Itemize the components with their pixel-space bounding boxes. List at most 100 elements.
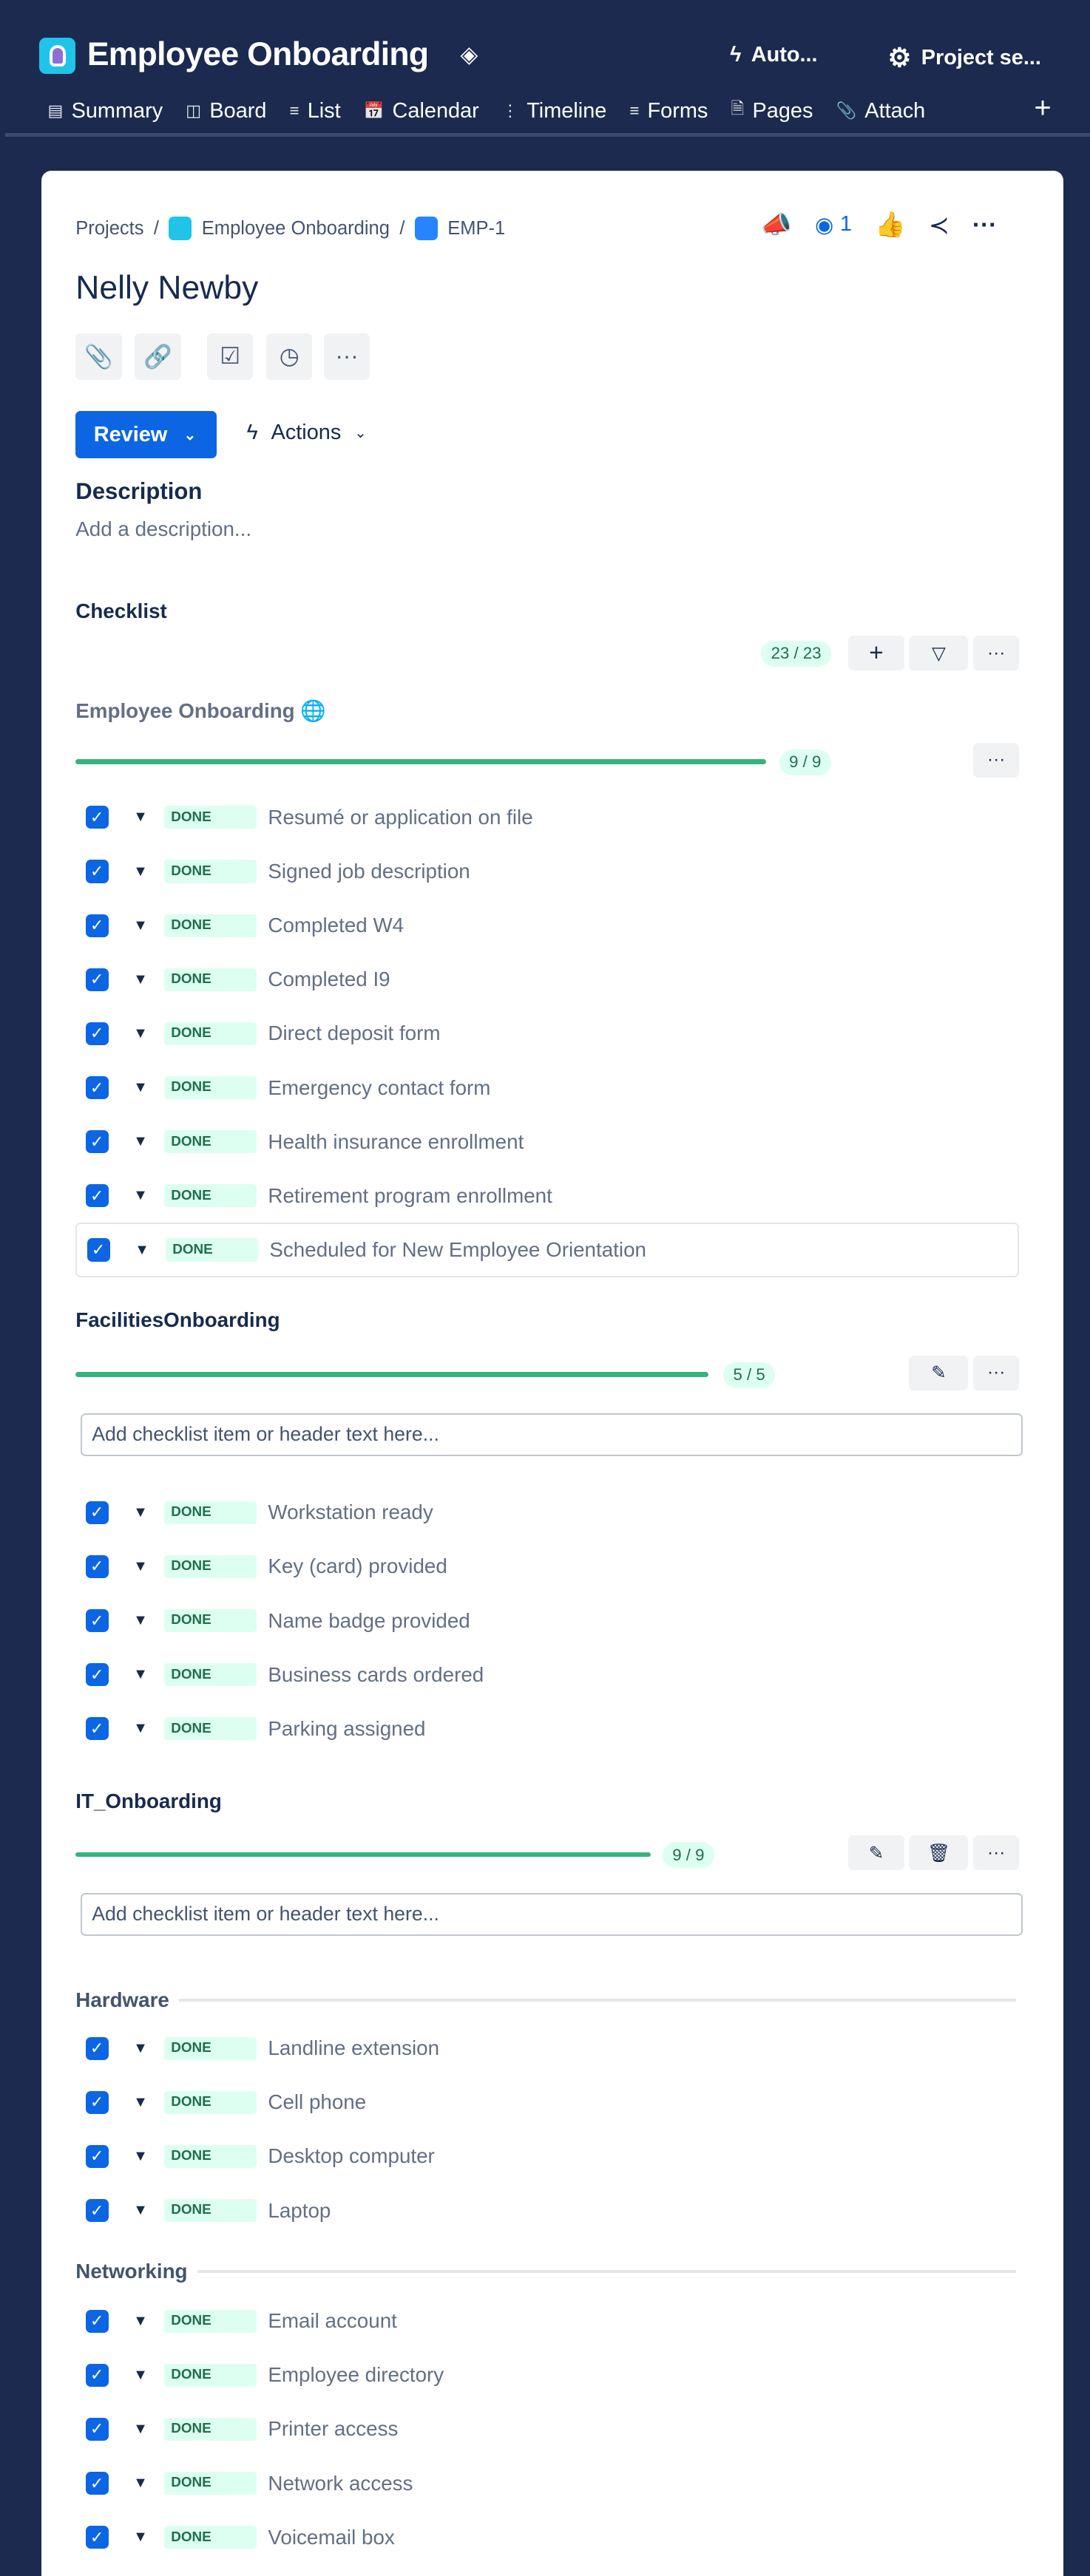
checklist-item[interactable]: ✓ ▼ DONE Retirement program enrollment <box>75 1169 1019 1223</box>
checklist-item[interactable]: ✓ ▼ DONE Resumé or application on file <box>75 790 1019 844</box>
status-badge[interactable]: DONE <box>164 2417 257 2441</box>
filter-button[interactable]: ▽ <box>909 636 969 671</box>
status-badge[interactable]: DONE <box>164 1501 257 1524</box>
checkbox[interactable]: ✓ <box>85 1501 109 1524</box>
add-checklist-item-input[interactable]: Add checklist item or header text here..… <box>80 1413 1023 1456</box>
item-text[interactable]: Business cards ordered <box>268 1662 484 1686</box>
like-icon[interactable]: 👍 <box>875 211 906 239</box>
watch-button[interactable]: ◉ 1 <box>814 212 853 238</box>
status-badge[interactable]: DONE <box>164 914 257 937</box>
chevron-down-icon[interactable]: ▼ <box>133 2475 148 2492</box>
checklist-item[interactable]: ✓ ▼ DONE Network access <box>75 2456 1019 2510</box>
checklist-item[interactable]: ✓ ▼ DONE Business cards ordered <box>75 1648 1019 1702</box>
checkbox[interactable]: ✓ <box>85 1076 109 1100</box>
group-more-button[interactable]: ··· <box>973 1835 1020 1870</box>
chevron-down-icon[interactable]: ▼ <box>133 1079 148 1096</box>
checklist-item[interactable]: ✓ ▼ DONE Scheduled for New Employee Orienta… <box>75 1223 1020 1277</box>
status-badge[interactable]: DONE <box>164 1609 257 1633</box>
checklist-item[interactable]: ✓ ▼ DONE Parking assigned <box>75 1702 1019 1756</box>
group-more-button[interactable]: ··· <box>973 742 1020 778</box>
chevron-down-icon[interactable]: ▼ <box>133 863 148 880</box>
status-button[interactable]: Review ⌄ <box>75 410 217 459</box>
paint-icon[interactable]: ◈ <box>460 41 478 67</box>
checkbox[interactable]: ✓ <box>85 914 109 937</box>
chevron-down-icon[interactable]: ▼ <box>133 1187 148 1204</box>
checkbox[interactable]: ✓ <box>85 1609 109 1633</box>
item-text[interactable]: Direct deposit form <box>268 1022 441 1045</box>
item-text[interactable]: Network access <box>268 2471 413 2495</box>
checklist-item[interactable]: ✓ ▼ DONE Email account <box>75 2294 1019 2348</box>
chevron-down-icon[interactable]: ▼ <box>133 2312 148 2329</box>
status-badge[interactable]: DONE <box>166 1238 258 1262</box>
status-badge[interactable]: DONE <box>164 1554 257 1579</box>
item-text[interactable]: Workstation ready <box>268 1501 433 1524</box>
chevron-down-icon[interactable]: ▼ <box>133 1720 148 1737</box>
add-tab-button[interactable]: + <box>1034 92 1052 125</box>
item-text[interactable]: Voicemail box <box>268 2525 395 2549</box>
project-settings-button[interactable]: ⚙ Project se... <box>887 42 1041 72</box>
chevron-down-icon[interactable]: ▼ <box>133 2420 148 2437</box>
breadcrumb-projects[interactable]: Projects <box>75 217 144 239</box>
tab-timeline[interactable]: ⋮ Timeline <box>501 98 607 123</box>
chevron-down-icon[interactable]: ▼ <box>133 2147 148 2164</box>
checklist-item[interactable]: ✓ ▼ DONE Laptop <box>75 2184 1019 2237</box>
share-icon[interactable]: ≺ <box>928 211 949 239</box>
item-text[interactable]: Emergency contact form <box>268 1075 491 1099</box>
checklist-item[interactable]: ✓ ▼ DONE Emergency contact form <box>75 1061 1019 1115</box>
item-text[interactable]: Desktop computer <box>268 2144 435 2168</box>
chevron-down-icon[interactable]: ▼ <box>133 1503 148 1520</box>
checkbox[interactable]: ✓ <box>85 806 109 829</box>
status-badge[interactable]: DONE <box>164 2309 257 2333</box>
more-icon[interactable]: ··· <box>972 211 998 239</box>
checklist-item[interactable]: ✓ ▼ DONE Voicemail box <box>75 2510 1019 2564</box>
status-badge[interactable]: DONE <box>164 2090 257 2114</box>
item-text[interactable]: Employee directory <box>268 2363 444 2387</box>
tab-summary[interactable]: ▤ Summary <box>47 98 163 123</box>
breadcrumb-project[interactable]: Employee Onboarding <box>201 217 390 239</box>
chevron-down-icon[interactable]: ▼ <box>133 1557 148 1574</box>
edit-group-button[interactable]: ✎ <box>909 1356 969 1390</box>
checkbox[interactable]: ✓ <box>85 2309 109 2333</box>
chevron-down-icon[interactable]: ▼ <box>133 809 148 826</box>
status-badge[interactable]: DONE <box>164 2472 257 2495</box>
checkbox[interactable]: ✓ <box>85 1663 109 1687</box>
item-text[interactable]: Completed W4 <box>268 914 404 937</box>
status-badge[interactable]: DONE <box>164 1184 257 1208</box>
chevron-down-icon[interactable]: ▼ <box>133 1024 148 1041</box>
item-text[interactable]: Resumé or application on file <box>268 805 533 829</box>
item-text[interactable]: Email account <box>268 2309 397 2333</box>
item-text[interactable]: Health insurance enrollment <box>268 1129 524 1153</box>
item-text[interactable]: Completed I9 <box>268 968 390 991</box>
checklist-more-button[interactable]: ··· <box>973 636 1020 671</box>
chevron-down-icon[interactable]: ▼ <box>133 2529 148 2546</box>
add-checklist-item-input[interactable]: Add checklist item or header text here..… <box>80 1893 1023 1936</box>
checklist-item[interactable]: ✓ ▼ DONE Cell phone <box>75 2076 1019 2130</box>
tab-attach[interactable]: 📎 Attach <box>836 98 926 123</box>
actions-button[interactable]: ϟ Actions ⌄ <box>246 421 367 445</box>
checklist-item[interactable]: ✓ ▼ DONE Completed W4 <box>75 899 1019 953</box>
chevron-down-icon[interactable]: ▼ <box>133 1612 148 1629</box>
checkbox[interactable]: ✓ <box>85 968 109 991</box>
status-badge[interactable]: DONE <box>164 2526 257 2549</box>
add-item-button[interactable]: + <box>848 636 904 671</box>
checkbox[interactable]: ✓ <box>85 1022 109 1046</box>
checkbox[interactable]: ✓ <box>85 2363 109 2387</box>
checkbox[interactable]: ✓ <box>85 860 109 883</box>
issue-title[interactable]: Nelly Newby <box>75 269 259 306</box>
more-tools-button[interactable]: ··· <box>323 333 370 380</box>
status-badge[interactable]: DONE <box>164 1022 257 1046</box>
item-text[interactable]: Scheduled for New Employee Orientation <box>269 1238 646 1262</box>
item-text[interactable]: Laptop <box>268 2198 331 2222</box>
checkbox[interactable]: ✓ <box>85 2526 109 2549</box>
checklist-item[interactable]: ✓ ▼ DONE Key (card) provided <box>75 1540 1019 1594</box>
status-badge[interactable]: DONE <box>164 968 257 991</box>
status-badge[interactable]: DONE <box>164 860 257 883</box>
status-badge[interactable]: DONE <box>164 1663 257 1687</box>
chevron-down-icon[interactable]: ▼ <box>133 2093 148 2110</box>
time-button[interactable]: ◷ <box>266 333 313 380</box>
checklist-item[interactable]: ✓ ▼ DONE Landline extension <box>75 2022 1019 2076</box>
status-badge[interactable]: DONE <box>164 1130 257 1154</box>
checklist-item[interactable]: ✓ ▼ DONE Health insurance enrollment <box>75 1115 1019 1169</box>
status-badge[interactable]: DONE <box>164 2363 257 2387</box>
chevron-down-icon[interactable]: ▼ <box>133 2039 148 2056</box>
